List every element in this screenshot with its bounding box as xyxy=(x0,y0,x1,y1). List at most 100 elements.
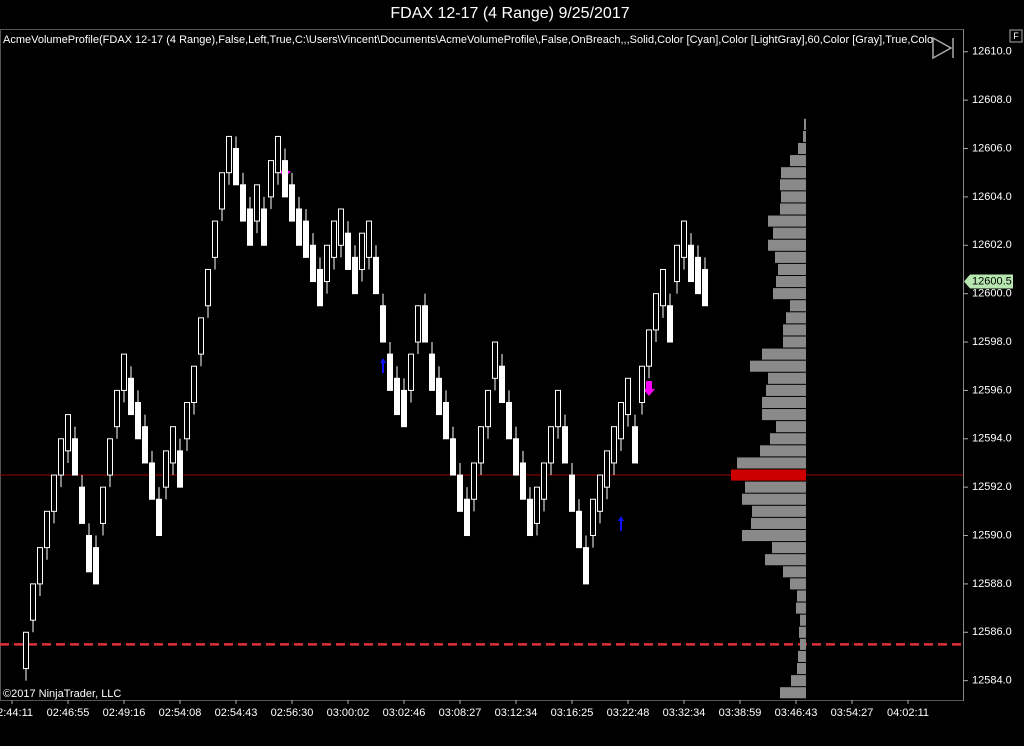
candle-body xyxy=(107,438,113,476)
candle-body xyxy=(310,244,316,283)
x-tick-label: 02:44:11 xyxy=(0,707,33,719)
profile-bar xyxy=(768,372,806,384)
candle-body xyxy=(632,426,638,464)
profile-bar xyxy=(775,251,806,263)
candle-body xyxy=(401,389,407,428)
signal-arrow xyxy=(618,516,624,531)
candle-body xyxy=(233,148,239,186)
y-tick-label: 12584.0 xyxy=(972,675,1012,687)
candle-body xyxy=(534,486,540,524)
candle-body xyxy=(184,401,190,440)
profile-bar xyxy=(760,445,806,457)
profile-bar xyxy=(762,409,806,421)
profile-bar xyxy=(776,421,806,433)
signal-arrow xyxy=(643,381,655,396)
candle-body xyxy=(352,256,358,295)
profile-bar xyxy=(791,675,806,687)
candle-body xyxy=(366,220,372,258)
plot-area xyxy=(0,118,963,699)
y-tick-label: 12586.0 xyxy=(972,626,1012,638)
candle-body xyxy=(457,474,463,512)
play-icon[interactable] xyxy=(932,36,954,60)
profile-bar xyxy=(797,590,806,602)
profile-bar xyxy=(742,529,806,542)
profile-bar xyxy=(790,578,806,590)
candle-body xyxy=(506,401,512,440)
candle-body xyxy=(394,377,400,416)
candle-body xyxy=(149,462,155,500)
candle-body xyxy=(219,172,225,210)
x-tick-label: 03:32:34 xyxy=(663,707,706,719)
candle-body xyxy=(695,256,701,295)
candle-body xyxy=(660,268,666,307)
badge[interactable]: F xyxy=(1013,31,1019,41)
last-price-box xyxy=(964,274,1013,289)
profile-bar xyxy=(750,360,806,372)
candle-body xyxy=(639,365,645,403)
x-tick-label: 03:12:34 xyxy=(495,707,538,719)
candle-body xyxy=(646,329,652,367)
profile-bar xyxy=(798,142,806,155)
candle-body xyxy=(436,377,442,416)
profile-bar xyxy=(768,215,806,227)
candle-body xyxy=(121,353,127,391)
y-tick-label: 12592.0 xyxy=(972,481,1012,493)
x-tick-label: 03:38:59 xyxy=(719,707,762,719)
profile-bar xyxy=(799,626,806,638)
profile-bar xyxy=(766,384,806,396)
candle-body xyxy=(492,341,498,379)
candle-body xyxy=(198,317,204,355)
x-tick-label: 02:46:55 xyxy=(47,707,90,719)
y-tick-label: 12602.0 xyxy=(972,239,1012,251)
candle-body xyxy=(681,220,687,258)
candle-body xyxy=(93,547,99,585)
y-tick-label: 12588.0 xyxy=(972,578,1012,590)
profile-bar xyxy=(786,312,806,324)
candle-body xyxy=(373,256,379,295)
y-tick-label: 12600.0 xyxy=(972,288,1012,300)
candle-body xyxy=(604,450,610,488)
candle-body xyxy=(674,244,680,283)
candle-body xyxy=(114,389,120,428)
candle-body xyxy=(275,135,281,174)
candle-body xyxy=(23,631,29,670)
candle-body xyxy=(450,438,456,476)
profile-bar xyxy=(731,469,806,481)
candle-body xyxy=(471,462,477,500)
y-tick-label: 12610.0 xyxy=(972,46,1012,58)
profile-bar xyxy=(778,263,806,276)
candle-body xyxy=(380,305,386,343)
candle-body xyxy=(464,498,470,537)
candle-body xyxy=(142,426,148,464)
profile-bar xyxy=(773,227,806,239)
badge-box[interactable] xyxy=(1009,29,1023,43)
candle-body xyxy=(324,244,330,283)
candle-body xyxy=(653,293,659,331)
candle-body xyxy=(254,184,260,222)
candle-body xyxy=(177,450,183,488)
candle-body xyxy=(499,365,505,403)
profile-bar xyxy=(780,179,806,191)
candle-body xyxy=(569,474,575,512)
candle-body xyxy=(597,474,603,512)
candle-body xyxy=(331,220,337,258)
candle-body xyxy=(429,353,435,391)
candle-body xyxy=(562,426,568,464)
candle-body xyxy=(625,377,631,416)
candle-body xyxy=(359,232,365,270)
profile-bar xyxy=(737,457,806,469)
x-tick-label: 03:16:25 xyxy=(551,707,594,719)
copyright: ©2017 NinjaTrader, LLC xyxy=(3,688,121,700)
x-tick-label: 03:08:27 xyxy=(439,707,482,719)
candle-body xyxy=(261,208,267,246)
x-tick-label: 02:54:43 xyxy=(215,707,258,719)
profile-bar xyxy=(745,481,806,493)
profile-bar xyxy=(742,493,806,505)
profile-bar xyxy=(803,130,806,142)
y-tick-label: 12598.0 xyxy=(972,336,1012,348)
candle-body xyxy=(289,184,295,222)
x-tick-label: 03:46:43 xyxy=(775,707,818,719)
candle-body xyxy=(65,414,71,452)
